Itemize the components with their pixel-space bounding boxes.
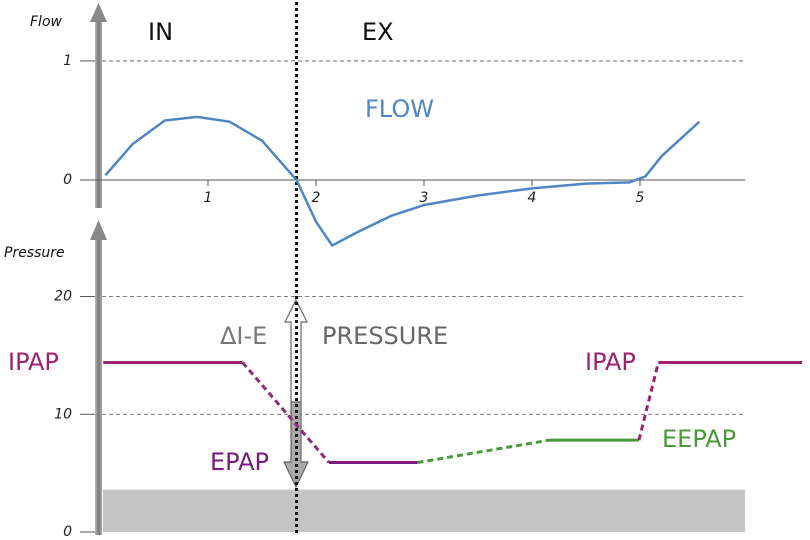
baseline-band: [103, 489, 745, 532]
x-tick-label: 4: [528, 190, 537, 206]
annotation: IN: [148, 18, 173, 46]
annotation: EEPAP: [662, 425, 736, 453]
line-series: [417, 438, 550, 465]
y-tick-label: 1: [63, 53, 72, 69]
x-tick-label: 1: [204, 190, 213, 206]
y-tick-label: 10: [54, 406, 72, 422]
flow-axis: [95, 18, 102, 208]
x-tick-label: 2: [312, 190, 321, 206]
pressure-axis-label: Pressure: [4, 245, 65, 261]
annotation: ΔI-E: [220, 322, 267, 350]
pressure-axis: [95, 235, 102, 535]
annotation: IPAP: [585, 348, 636, 376]
annotation: EPAP: [210, 448, 269, 476]
annotation: EX: [362, 18, 394, 46]
delta-arrow-down: [283, 401, 309, 489]
y-tick-label: 20: [54, 289, 72, 305]
line-series: [104, 115, 701, 247]
y-tick-label: 0: [63, 524, 72, 540]
flow-axis-label: Flow: [30, 14, 63, 30]
line-series: [241, 361, 331, 464]
x-tick-label: 5: [636, 190, 645, 206]
y-tick-label: 0: [63, 172, 72, 188]
pressure-axis-head: [90, 220, 107, 240]
line-series: [637, 362, 660, 441]
x-tick-label: 3: [420, 190, 429, 206]
annotation: PRESSURE: [322, 322, 448, 350]
flow-axis-head: [90, 3, 107, 22]
annotation: IPAP: [8, 348, 59, 376]
annotation: FLOW: [365, 95, 434, 123]
